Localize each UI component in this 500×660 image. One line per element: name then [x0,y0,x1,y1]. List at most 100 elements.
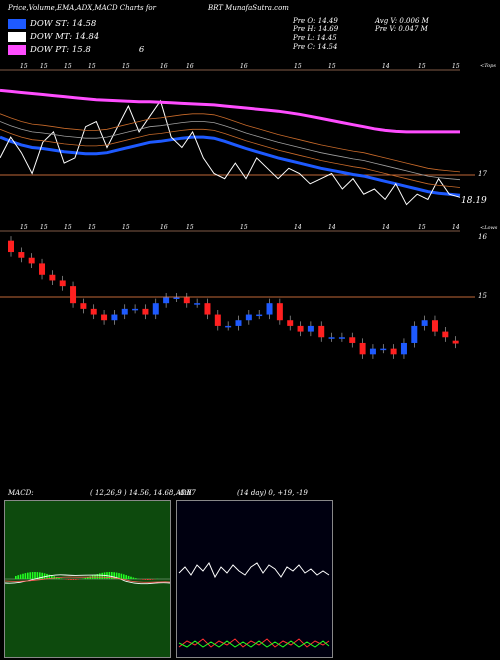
price-level-label: 17 [478,170,487,178]
stat-high: Pre H: 14.69 [293,25,339,33]
candle-body [245,314,252,321]
macd-bar [48,574,51,579]
candle-body [452,340,459,344]
price-chart: 15 15 15 15 15 16 16 16 15 15 14 15 15 15 15 15 15 15 16 1… [0,63,475,359]
macd-bar [142,579,144,580]
macd-bar [111,572,113,579]
macd-bar [58,577,60,579]
candle-body [359,342,366,355]
macd-label: MACD: [8,489,34,497]
top-tick: 15 [64,63,72,70]
macd-bar [127,575,130,579]
candle-body [183,297,190,304]
bottom-tick: 14 [452,224,460,231]
macd-bar [120,573,123,579]
macd-chart [5,572,170,585]
macd-bar [96,574,99,579]
candle-body [59,280,66,287]
ema-aux-line [0,113,461,173]
macd-bar [53,576,55,579]
macd-bar [67,579,70,580]
macd-bar [130,576,132,579]
bottom-tick: 14 [382,224,390,231]
macd-bar [22,573,24,579]
last-value-label: 18.19 [461,196,487,206]
legend-label-mt: DOW MT: 14.84 [30,31,100,42]
candle-body [80,303,87,309]
macd-bar [135,578,137,579]
bottom-tick: 15 [40,224,48,231]
macd-bar [19,574,22,579]
macd-bar [115,572,118,579]
macd-bar [101,572,103,579]
stat-pre-volume: Pre V: 0.047 M [375,25,428,33]
macd-signal-line [5,576,170,583]
candle-body [338,337,345,339]
macd-bar [151,579,154,580]
top-tick: 16 [160,63,168,70]
bottom-tick-labels: 15 15 15 15 15 16 15 15 14 14 14 15 14 [20,224,460,231]
candle-body [121,308,128,315]
candle-body [204,303,211,315]
candle-body [163,297,170,304]
top-tick: 15 [20,63,28,70]
chart-title-symbol: BRT MunafaSutra.com [208,4,289,12]
bottom-tick: 16 [160,224,168,231]
ema-aux-line [0,121,461,181]
macd-bar [17,575,19,579]
macd-bar [15,576,17,579]
bottom-tick: 15 [64,224,72,231]
candle-body [266,303,273,315]
macd-panel [4,500,171,658]
macd-bar [123,574,125,579]
macd-bar [31,572,34,579]
legend-swatch-pt [8,44,26,55]
top-tick: 15 [122,63,130,70]
candle-body [152,303,159,315]
candle-body [256,314,263,317]
candle-body [225,325,232,328]
candle-body [276,303,283,321]
candle-body [318,325,325,338]
candle-body [173,297,180,299]
candle-body [235,320,242,326]
legend-pt-suffix: 6 [138,44,145,55]
macd-bar [70,579,72,580]
macd-params: ( 12,26,9 ) 14.56, 14.68, -0.07 [90,489,196,497]
candle-body [442,331,449,338]
top-tick: 15 [294,63,302,70]
macd-bar [41,572,43,579]
adx-plus-di [178,640,330,648]
tops-label: <Tops [480,63,496,69]
macd-bar [77,579,79,580]
bottom-tick: 15 [186,224,194,231]
candle-body [431,320,438,332]
candle-body [307,325,314,332]
top-tick-labels: 15 15 15 15 15 16 16 16 15 15 14 15 15 [20,63,460,70]
legend-dow-pt: DOW PT: 15.8 6 [8,43,144,56]
macd-bar [99,573,101,579]
candle-body [214,314,221,326]
top-tick: 14 [382,63,390,70]
macd-bar [89,576,91,579]
stat-avg-volume: Avg V: 0.006 M [375,17,429,25]
bottom-tick: 15 [240,224,248,231]
ema-aux-line [0,128,461,188]
top-tick: 16 [186,63,194,70]
candle-body [39,263,46,275]
candle-body [421,320,428,326]
stat-open: Pre O: 14.49 [293,17,338,25]
macd-line [5,574,170,585]
macd-bar [113,572,115,579]
adx-line [178,562,330,579]
adx-params: (14 day) 0, +19, -19 [237,489,308,497]
bottom-tick: 15 [418,224,426,231]
legend-swatch-st [8,18,26,29]
legend-swatch-mt [8,31,26,42]
bottom-tick: 14 [294,224,302,231]
macd-bar [144,579,147,580]
macd-bar [87,577,89,579]
candle-body [369,348,376,355]
series-dow-pt [0,88,460,134]
stat-close: Pre C: 14.54 [293,43,338,51]
